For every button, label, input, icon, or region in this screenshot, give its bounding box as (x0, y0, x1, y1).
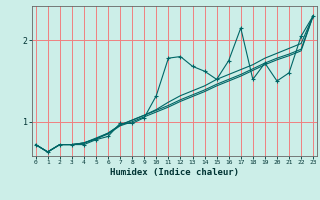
X-axis label: Humidex (Indice chaleur): Humidex (Indice chaleur) (110, 168, 239, 177)
